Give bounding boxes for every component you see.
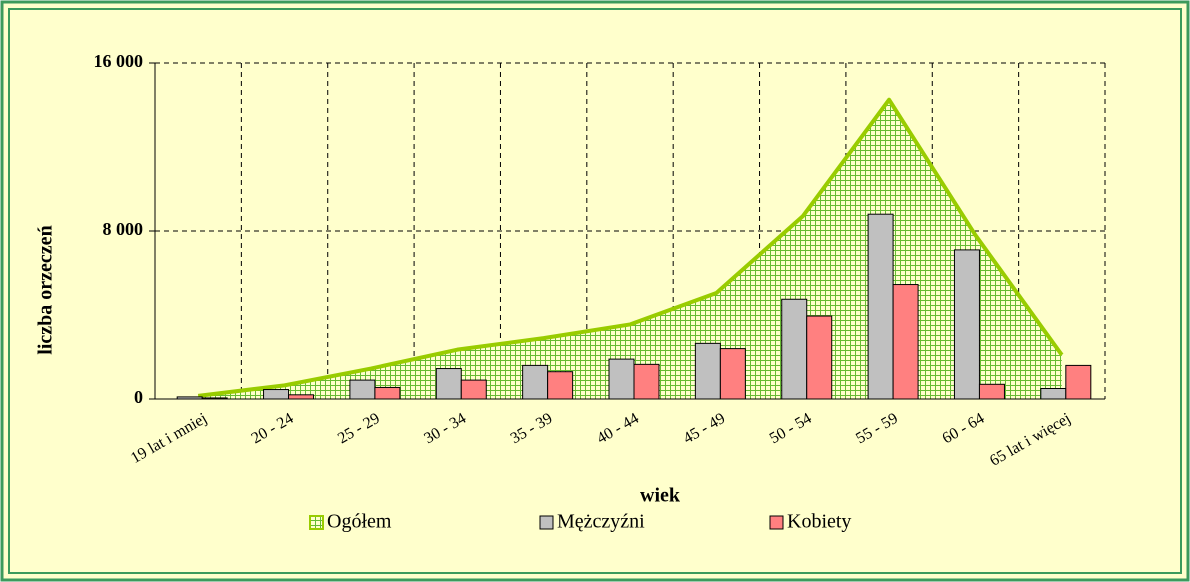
bar bbox=[547, 371, 574, 400]
y-axis-title: liczba orzeczeń bbox=[35, 225, 57, 354]
bar bbox=[1040, 388, 1067, 400]
bar bbox=[867, 213, 894, 400]
bar bbox=[892, 284, 919, 400]
bar bbox=[1065, 364, 1092, 400]
bar bbox=[608, 358, 635, 400]
bar bbox=[349, 379, 376, 400]
y-tick-label: 0 bbox=[134, 387, 143, 407]
area-line bbox=[197, 97, 1064, 398]
bar bbox=[719, 348, 746, 400]
bar bbox=[374, 386, 401, 400]
y-tick-label: 8 000 bbox=[103, 219, 144, 239]
legend-label: Kobiety bbox=[787, 511, 851, 533]
legend-swatch bbox=[309, 515, 324, 530]
x-axis-title: wiek bbox=[640, 485, 681, 507]
bar bbox=[694, 342, 721, 400]
bar bbox=[460, 379, 487, 400]
bar bbox=[781, 298, 808, 400]
bar bbox=[435, 368, 462, 400]
bar bbox=[522, 364, 549, 400]
y-tick-label: 16 000 bbox=[94, 51, 144, 71]
legend-label: Mężczyźni bbox=[557, 511, 645, 533]
bar bbox=[953, 249, 980, 400]
legend-label: Ogółem bbox=[327, 511, 392, 533]
bar bbox=[978, 383, 1005, 400]
area bbox=[198, 99, 1062, 399]
legend-swatch bbox=[769, 515, 784, 530]
bar bbox=[288, 394, 315, 400]
bar bbox=[263, 389, 290, 400]
bar bbox=[633, 363, 660, 400]
legend-swatch bbox=[539, 515, 554, 530]
inner-frame bbox=[8, 8, 1182, 574]
bar bbox=[806, 315, 833, 400]
